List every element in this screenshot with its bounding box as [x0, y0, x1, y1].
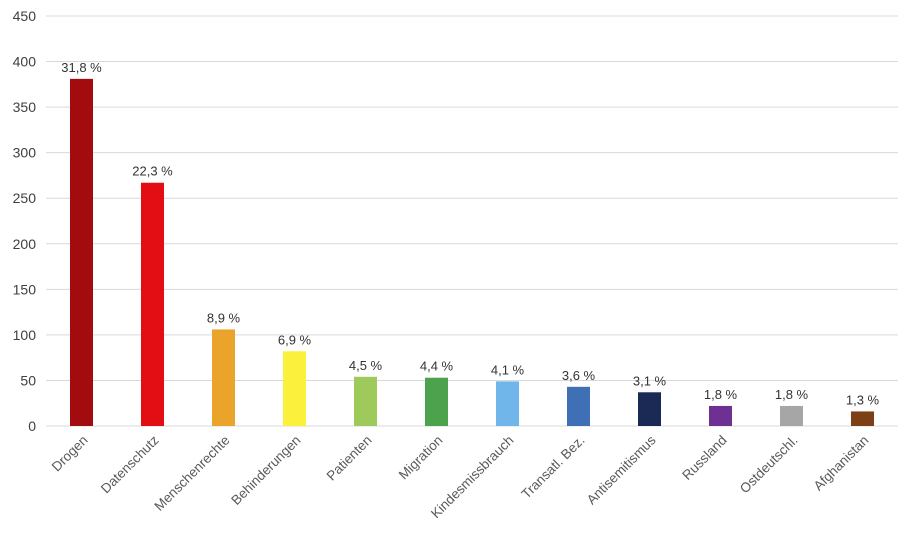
bar-value-label: 4,1 % [491, 362, 525, 377]
y-tick-label: 300 [13, 145, 37, 161]
x-category-label: Afghanistan [811, 433, 872, 494]
bar-value-label: 3,1 % [633, 373, 667, 388]
bar-value-label: 1,8 % [704, 387, 738, 402]
bar [496, 381, 519, 426]
x-category-label: Antisemitismus [584, 432, 659, 507]
bar [354, 376, 377, 426]
x-category-label: Migration [396, 433, 446, 483]
bar-value-label: 4,4 % [420, 359, 454, 374]
bar-value-label: 3,6 % [562, 368, 596, 383]
bar-value-label: 31,8 % [61, 60, 102, 75]
bar-value-label: 8,9 % [207, 310, 241, 325]
y-tick-label: 0 [28, 418, 36, 434]
bar [567, 386, 590, 426]
y-tick-label: 250 [13, 190, 37, 206]
bar [638, 392, 661, 426]
bar [780, 405, 803, 426]
x-category-label: Behinderungen [228, 433, 303, 508]
bar-value-label: 4,5 % [349, 358, 383, 373]
bar [851, 411, 874, 426]
bar-value-label: 1,8 % [775, 387, 809, 402]
bar [212, 329, 235, 426]
y-tick-label: 50 [20, 372, 36, 388]
x-category-label: Russland [679, 433, 729, 483]
x-category-label: Menschenrechte [151, 433, 232, 514]
y-tick-label: 150 [13, 281, 37, 297]
x-category-label: Datenschutz [98, 432, 162, 496]
y-tick-label: 350 [13, 99, 37, 115]
x-category-label: Transatl. Bez. [518, 433, 587, 502]
y-tick-label: 450 [13, 8, 37, 24]
bar [425, 377, 448, 426]
bar [141, 182, 164, 426]
bar-value-label: 22,3 % [132, 164, 173, 179]
y-tick-label: 400 [13, 54, 37, 70]
x-category-label: Drogen [49, 433, 91, 475]
bar [283, 351, 306, 426]
y-tick-label: 100 [13, 327, 37, 343]
bar [70, 78, 93, 426]
x-category-label: Ostdeutschl. [737, 433, 801, 497]
bar-value-label: 6,9 % [278, 332, 312, 347]
bar [709, 405, 732, 426]
bar-value-label: 1,3 % [846, 392, 880, 407]
x-category-label: Patienten [324, 433, 375, 484]
y-tick-label: 200 [13, 236, 37, 252]
